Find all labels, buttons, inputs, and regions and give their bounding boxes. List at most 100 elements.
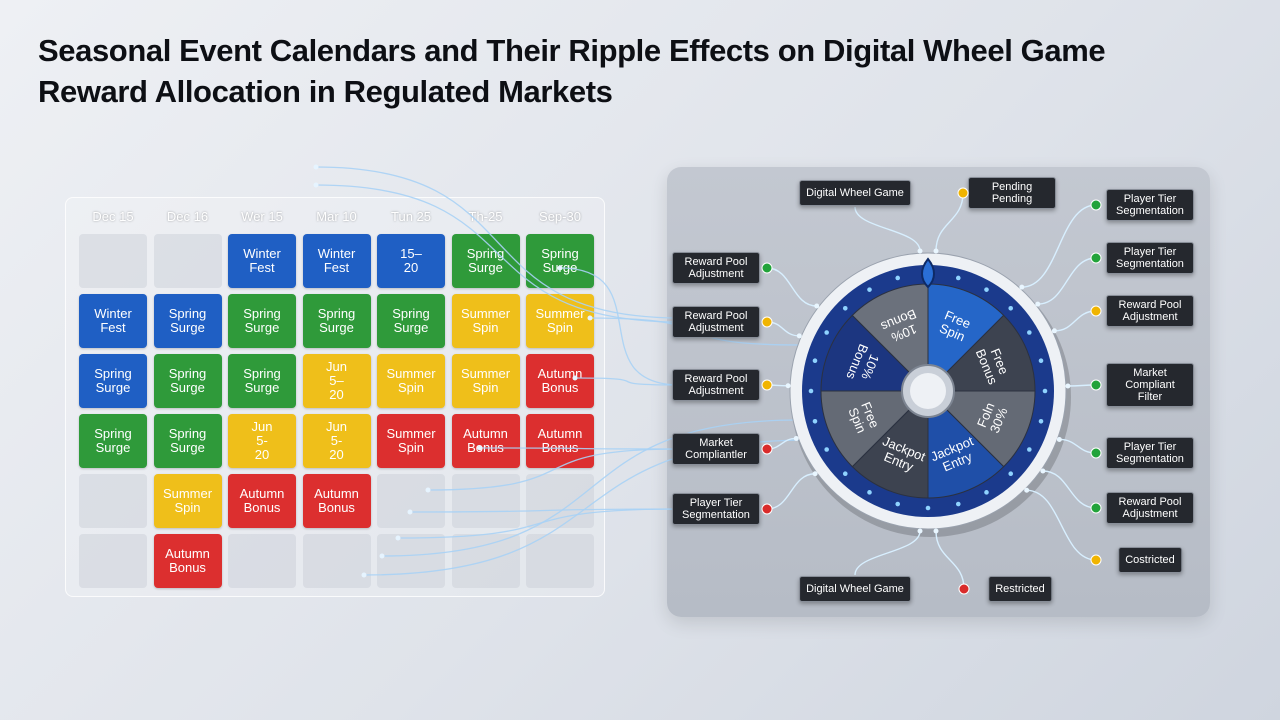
event-label: Winter Fest (94, 306, 132, 335)
connector (1037, 257, 1097, 305)
status-tag: Digital Wheel Game (799, 576, 911, 602)
connector (1054, 310, 1097, 332)
event-label: Jun 5-20 (251, 419, 273, 462)
empty-cell (377, 474, 445, 528)
event-cell: Spring Surge (153, 294, 222, 348)
ring-light (1008, 471, 1014, 477)
event-label: Winter Fest (243, 246, 281, 275)
event-label: Summer Spin (460, 366, 511, 395)
status-dot (1090, 379, 1102, 391)
status-dot (1090, 199, 1102, 211)
connector (1026, 489, 1097, 561)
event-label: Spring Surge (392, 306, 430, 335)
connector-end (933, 528, 939, 534)
status-dot (1090, 447, 1102, 459)
column-header: Dec 16 (166, 209, 209, 224)
flow-node (407, 509, 413, 515)
ring-light (1027, 447, 1032, 452)
status-tag: Reward Pool Adjustment (672, 369, 760, 401)
connector-end (1035, 301, 1041, 307)
column-header: Sep-30 (539, 209, 581, 224)
status-tag: Reward Pool Adjustment (1106, 295, 1194, 327)
connector (1021, 204, 1097, 288)
wheel-segment (927, 389, 1005, 499)
status-dot (761, 316, 773, 328)
wheel-segment (820, 314, 930, 392)
event-cell: Summer Spin (451, 354, 520, 408)
status-tag: Costricted (1118, 547, 1182, 573)
page-title: Seasonal Event Calendars and Their Rippl… (38, 33, 1106, 109)
ring-light (867, 490, 872, 495)
status-tag: Reward Pool Adjustment (1106, 492, 1194, 524)
event-cell: Jun 5–20 (302, 354, 371, 408)
flow-line (315, 184, 681, 323)
status-dot (1090, 252, 1102, 264)
connector (854, 530, 921, 576)
status-dot (761, 262, 773, 274)
empty-cell (153, 234, 222, 288)
empty-cell (526, 534, 594, 588)
ring-light (812, 358, 818, 364)
event-label: Spring Surge (94, 426, 132, 455)
event-cell: Spring Surge (228, 294, 296, 348)
empty-cell (79, 474, 147, 528)
ring-light (955, 501, 961, 507)
empty-cell (79, 234, 147, 288)
event-cell: Spring Surge (79, 354, 147, 408)
connector (766, 473, 816, 510)
connector-end (814, 303, 820, 309)
status-tag: Restricted (988, 576, 1052, 602)
event-cell: Spring Surge (228, 354, 296, 408)
wheel-pointer (921, 257, 935, 289)
event-label: Autumn Bonus (239, 486, 285, 515)
ring-light (925, 505, 931, 511)
flow-line (381, 419, 801, 557)
event-label: Summer Spin (460, 306, 511, 335)
event-cell: Autumn Bonus (302, 474, 371, 528)
segment-label: Free Spin (845, 399, 883, 436)
event-label: Summer Spin (386, 366, 436, 395)
event-label: Summer Spin (162, 486, 213, 515)
event-label: Jun 5–20 (326, 359, 347, 402)
wheel-segment (926, 390, 1036, 468)
event-cell: Jun 5-20 (302, 414, 371, 468)
status-tag: Player Tier Segmentation (1106, 437, 1194, 469)
flow-line (397, 508, 681, 539)
column-header: Tun 25 (391, 209, 431, 224)
event-cell: Winter Fest (79, 294, 147, 348)
connector-end (1051, 328, 1057, 334)
flow-node (572, 375, 578, 381)
event-label: Autumn Bonus (463, 426, 508, 455)
ring-light (808, 388, 814, 394)
flow-node (477, 445, 483, 451)
wheel-segment (820, 390, 930, 468)
event-cell: Autumn Bonus (451, 414, 520, 468)
connector-end (812, 471, 818, 477)
event-cell: Autumn Bonus (153, 534, 222, 588)
event-cell: Spring Surge (79, 414, 147, 468)
connector-end (1019, 284, 1025, 290)
event-label: 15–20 (400, 246, 422, 275)
empty-cell (302, 534, 371, 588)
empty-cell (377, 534, 445, 588)
segment-label: 10% Bonus (878, 306, 919, 346)
event-cell: Spring Surge (451, 234, 520, 288)
event-cell: Summer Spin (153, 474, 222, 528)
ring-light (1008, 305, 1014, 311)
event-label: Autumn Bonus (537, 366, 583, 395)
column-header: Mar 10 (316, 209, 357, 224)
event-cell: Autumn Bonus (526, 354, 594, 408)
event-cell: 15–20 (377, 234, 445, 288)
connector (1042, 470, 1097, 509)
event-label: Spring Surge (168, 306, 207, 335)
segment-label: Free Bonus (972, 346, 1012, 387)
event-cell: Jun 5-20 (228, 414, 296, 468)
connector (766, 267, 817, 307)
event-label: Autumn Bonus (314, 486, 359, 515)
ring-light (984, 490, 989, 495)
event-cell: Spring Surge (377, 294, 445, 348)
event-label: Spring Surge (243, 366, 281, 395)
wheel-segment (926, 314, 1036, 392)
connector-end (1040, 468, 1046, 474)
empty-cell (451, 474, 520, 528)
